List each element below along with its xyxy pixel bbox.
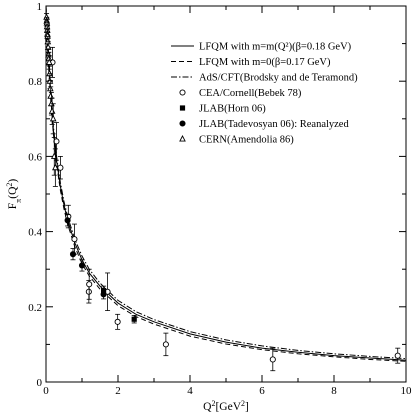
x-tick-label: 10 — [401, 385, 413, 397]
data-point-square-filled — [131, 316, 137, 322]
legend-marker-triangle-open — [179, 135, 186, 142]
data-point-circle-filled — [69, 251, 77, 258]
legend-label: LFQM with m=m(Q²)(β=0.18 GeV) — [199, 42, 352, 53]
x-tick-label: 0 — [43, 385, 49, 397]
data-point-triangle-open — [45, 58, 53, 65]
legend-label: LFQM with m=0(β=0.17 GeV) — [199, 57, 331, 68]
data-point-circle-open — [114, 318, 121, 325]
x-tick-label: 4 — [187, 385, 193, 397]
x-tick-label: 6 — [259, 385, 265, 397]
data-point-triangle-open — [52, 163, 59, 171]
data-point-circle-open — [71, 236, 78, 243]
legend-label: JLAB(Tadevosyan 06): Reanalyzed — [199, 119, 349, 130]
data-point-circle-filled — [78, 262, 86, 269]
legend-label: AdS/CFT(Brodsky and de Teramond) — [199, 73, 358, 84]
data-point-circle-open — [394, 352, 401, 359]
data-point-circle-open — [86, 281, 93, 288]
curve-dashed — [45, 5, 407, 362]
legend-marker-square-filled — [179, 105, 186, 111]
tick-labels: 0 2 4 6 8 10 0 0.2 0.4 0.6 0.8 1 — [28, 1, 412, 397]
y-tick-label: 0 — [37, 377, 43, 389]
y-tick-label: 0.2 — [28, 302, 42, 314]
axes — [45, 5, 407, 383]
legend-label: CEA/Cornell(Bebek 78) — [199, 88, 302, 99]
x-tick-label: 2 — [115, 385, 121, 397]
data-point-circle-filled — [100, 291, 107, 298]
legend: LFQM with m=m(Q²)(β=0.18 GeV) LFQM with m… — [171, 42, 358, 146]
x-axis-label: Q2[GeV2] — [203, 399, 249, 414]
data-markers — [43, 13, 401, 372]
legend-label: JLAB(Horn 06) — [199, 104, 266, 115]
y-axis-label: Fπ(Q2) — [5, 179, 23, 210]
data-point-triangle-open — [47, 92, 55, 99]
data-point-circle-open — [53, 138, 60, 145]
data-point-triangle-open — [48, 99, 55, 107]
y-tick-label: 0.8 — [28, 76, 42, 88]
x-tick-label: 8 — [331, 385, 337, 397]
data-point-circle-open — [162, 341, 169, 348]
y-tick-label: 0.4 — [28, 227, 42, 239]
legend-marker-circle-open — [179, 89, 186, 96]
data-point-triangle-open — [49, 114, 57, 122]
legend-marker-circle-filled — [179, 120, 186, 127]
legend-label: CERN(Amendolia 86) — [199, 135, 294, 146]
y-tick-label: 0.6 — [28, 151, 42, 163]
data-point-circle-filled — [64, 217, 71, 224]
data-point-circle-open — [57, 164, 64, 171]
data-point-circle-open — [269, 356, 276, 363]
data-point-triangle-open — [48, 107, 56, 114]
y-tick-label: 1 — [37, 1, 43, 13]
